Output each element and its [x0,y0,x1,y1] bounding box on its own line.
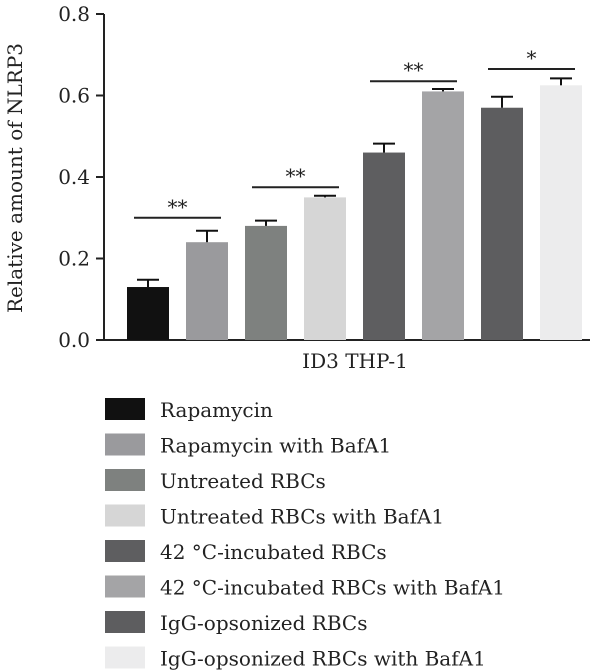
y-axis-title: Relative amount of NLRP3 [3,43,27,313]
bar [363,152,405,340]
significance-label: ** [286,164,306,188]
bar [127,287,169,340]
error-bars-group [137,77,572,288]
y-tick-label: 0.0 [58,328,90,352]
significance-label: * [527,46,537,70]
significance-group: ******* [134,46,575,219]
legend-label: 42 °C-incubated RBCs with BafA1 [160,576,505,600]
y-tick-label: 0.4 [58,165,90,189]
legend-label: Rapamycin [160,398,273,422]
legend: Rapamycin Rapamycin with BafA1 Untreated R… [105,398,505,671]
legend-swatch [105,611,145,633]
bar [245,225,287,340]
legend-label: Untreated RBCs with BafA1 [160,505,444,529]
y-tick-label: 0.8 [58,2,90,26]
bar [422,91,464,340]
bars-group [127,85,582,340]
y-tick-label: 0.6 [58,84,90,108]
bar [304,197,346,340]
legend-swatch [105,469,145,491]
bar [540,85,582,340]
x-axis-title: ID3 THP-1 [302,349,408,373]
y-tick-label: 0.2 [58,247,90,271]
legend-label: Rapamycin with BafA1 [160,434,391,458]
legend-label: IgG-opsonized RBCs [160,611,367,635]
legend-label: IgG-opsonized RBCs with BafA1 [160,647,486,671]
legend-label: 42 °C-incubated RBCs [160,540,387,564]
significance-label: ** [168,195,188,219]
legend-swatch [105,646,145,669]
legend-swatch [105,540,145,562]
legend-swatch [105,433,145,456]
legend-swatch [105,398,145,420]
bar [481,107,523,340]
significance-label: ** [404,58,424,82]
bar [186,242,228,340]
legend-label: Untreated RBCs [160,469,326,493]
legend-swatch [105,575,145,598]
legend-swatch [105,504,145,527]
